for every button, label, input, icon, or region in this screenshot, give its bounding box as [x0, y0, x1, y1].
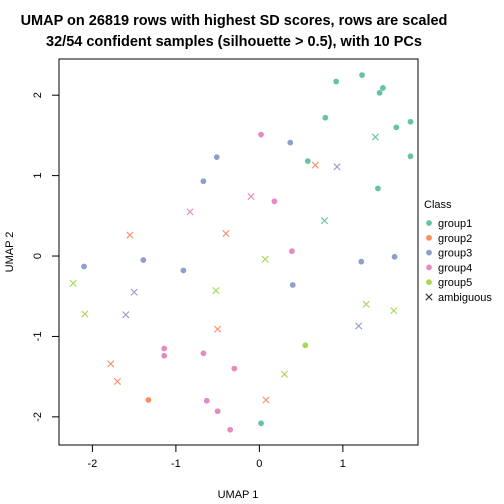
ambiguous-point [247, 192, 255, 201]
x-axis: -2 -1 0 1 [88, 444, 346, 470]
legend-ambiguous-label: ambiguous [438, 292, 492, 304]
group4-point [214, 408, 221, 415]
legend-title: Class [424, 199, 452, 211]
legend-group4-marker [426, 264, 432, 271]
ambiguous-point [355, 322, 363, 330]
ambiguous-point [333, 163, 341, 171]
group1-point [376, 89, 383, 96]
y-tick-label: 2 [32, 92, 44, 98]
ambiguous-point [81, 310, 89, 318]
group3-point [140, 257, 147, 263]
legend-ambiguous-marker [425, 293, 433, 301]
y-tick-label: -1 [32, 332, 44, 342]
chart-title-line-1: UMAP on 26819 rows with highest SD score… [21, 13, 448, 29]
ambiguous-point [113, 377, 122, 386]
y-axis: -2 -1 0 1 2 [32, 92, 60, 422]
x-tick-label: -2 [88, 458, 98, 470]
ambiguous-point [390, 307, 398, 315]
data-points [69, 72, 414, 433]
y-tick-label: -2 [32, 412, 44, 422]
group1-point [322, 114, 329, 121]
group1-point [393, 124, 400, 131]
ambiguous-point [69, 279, 77, 287]
x-tick-label: -1 [171, 458, 181, 470]
group5-point [302, 342, 309, 349]
ambiguous-point [214, 325, 222, 333]
legend-group3-marker [426, 249, 432, 256]
ambiguous-point [126, 231, 134, 239]
group1-point [375, 185, 381, 192]
ambiguous-point [262, 396, 270, 404]
group3-point [180, 267, 187, 274]
group3-point [358, 258, 365, 265]
group1-point [359, 72, 365, 78]
ambiguous-point [122, 311, 130, 319]
legend-group2-label: group2 [438, 233, 472, 245]
ambiguous-point [222, 229, 230, 238]
group4-point [203, 397, 210, 404]
x-tick-label: 0 [256, 458, 262, 470]
ambiguous-point [261, 255, 269, 263]
group2-point [145, 397, 152, 403]
group4-point [161, 352, 168, 359]
x-tick-label: 1 [340, 458, 346, 470]
group4-point [289, 248, 295, 255]
legend-group5-label: group5 [438, 277, 472, 289]
legend-group1-marker [426, 220, 432, 226]
legend-group2-marker [426, 234, 432, 241]
y-tick-label: 1 [32, 173, 44, 179]
ambiguous-point [280, 370, 289, 378]
group4-point [200, 350, 207, 357]
legend: Class group1 group2 group3 group4 group5 ambi… [424, 199, 492, 304]
ambiguous-point [320, 217, 329, 225]
y-axis-label: UMAP 2 [4, 232, 16, 273]
ambiguous-point [107, 360, 115, 368]
group4-point [227, 426, 234, 433]
x-axis-label: UMAP 1 [218, 489, 259, 501]
group1-point [304, 158, 311, 165]
legend-group5-marker [426, 279, 432, 286]
legend-group4-label: group4 [438, 262, 472, 274]
group3-point [287, 139, 294, 146]
group4-point [271, 198, 278, 205]
group4-point [161, 345, 168, 352]
legend-group3-label: group3 [438, 248, 472, 260]
chart-title-line-2: 32/54 confident samples (silhouette > 0.… [46, 34, 422, 50]
group1-point [407, 153, 414, 160]
ambiguous-point [212, 287, 220, 295]
group4-point [231, 365, 238, 372]
plot-area-frame [58, 58, 419, 446]
group3-point [391, 253, 398, 260]
group1-point [407, 118, 414, 125]
ambiguous-point [362, 300, 370, 308]
legend-group1-label: group1 [438, 218, 472, 230]
group4-point [258, 131, 264, 138]
ambiguous-point [371, 133, 380, 141]
ambiguous-point [311, 161, 319, 169]
group1-point [333, 78, 340, 85]
group3-point [289, 282, 296, 288]
group3-point [200, 178, 207, 185]
y-tick-label: 0 [32, 253, 44, 259]
group3-point [213, 154, 220, 161]
group1-point [258, 420, 264, 427]
ambiguous-point [186, 208, 194, 216]
ambiguous-point [130, 288, 138, 296]
group1-point [380, 85, 386, 91]
group3-point [81, 263, 87, 270]
